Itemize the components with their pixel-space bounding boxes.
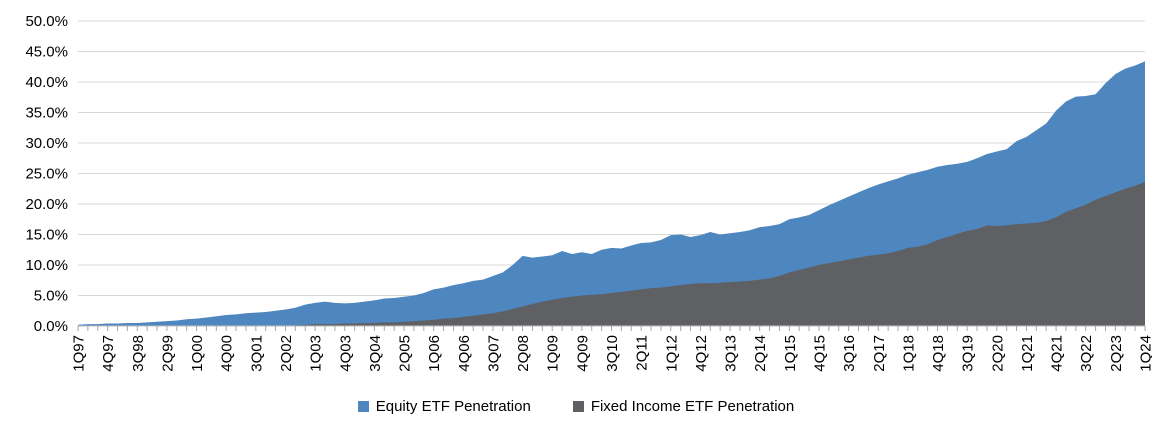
x-tick-label: 2Q05	[397, 335, 414, 372]
x-tick-label: 1Q15	[782, 335, 799, 372]
chart-canvas: 0.0% 5.0% 10.0% 15.0% 20.0% 25.0% 30.0% 35.0% 40…	[25, 13, 1152, 372]
y-tick-label: 50.0%	[25, 13, 68, 30]
legend-label-equity: Equity ETF Penetration	[375, 398, 531, 415]
x-tick-label: 2Q02	[278, 335, 295, 372]
fixed-income-series-swatch-icon	[572, 401, 584, 412]
x-tick-label: 2Q08	[515, 335, 532, 372]
x-tick-label: 3Q04	[367, 335, 384, 372]
x-tick-label: 4Q18	[930, 335, 947, 372]
x-tick-label: 3Q13	[723, 335, 740, 372]
x-tick-label: 3Q01	[248, 335, 265, 372]
y-tick-label: 30.0%	[25, 135, 68, 152]
x-tick-label: 3Q98	[130, 335, 147, 372]
plot-area: 0.0% 5.0% 10.0% 15.0% 20.0% 25.0% 30.0% 35.0% 40…	[25, 13, 1152, 372]
legend-item-fixed-income: Fixed Income ETF Penetration	[572, 398, 795, 415]
y-tick-label: 45.0%	[25, 44, 68, 61]
x-tick-label: 1Q09	[545, 335, 562, 372]
y-tick-label: 0.0%	[34, 318, 68, 335]
x-tick-label: 4Q06	[456, 335, 473, 372]
equity-series-swatch-icon	[357, 401, 369, 412]
x-tick-label: 1Q18	[900, 335, 917, 372]
x-tick-label: 3Q22	[1078, 335, 1095, 372]
x-tick-label: 4Q12	[693, 335, 710, 372]
x-tick-label: 4Q03	[337, 335, 354, 372]
x-tick-label: 3Q10	[604, 335, 621, 372]
fixed-income-area-series	[78, 182, 1145, 326]
x-tick-label: 2Q23	[1108, 335, 1125, 372]
x-tick-label: 2Q17	[871, 335, 888, 372]
x-tick-label: 1Q03	[308, 335, 325, 372]
y-tick-label: 10.0%	[25, 257, 68, 274]
x-tick-label: 2Q11	[634, 335, 651, 371]
x-tick-label: 3Q07	[485, 335, 502, 372]
y-tick-label: 40.0%	[25, 74, 68, 91]
x-tick-label: 4Q97	[100, 335, 117, 372]
legend-item-equity: Equity ETF Penetration	[357, 398, 531, 415]
y-tick-label: 35.0%	[25, 105, 68, 122]
x-tick-label: 3Q16	[841, 335, 858, 372]
y-tick-label: 25.0%	[25, 166, 68, 183]
x-tick-label: 4Q09	[574, 335, 591, 372]
x-tick-label: 2Q99	[159, 335, 176, 372]
x-tick-label: 4Q00	[219, 335, 236, 372]
y-tick-label: 15.0%	[25, 227, 68, 244]
x-tick-label: 1Q00	[189, 335, 206, 372]
x-tick-label: 2Q20	[989, 335, 1006, 372]
x-tick-label: 1Q21	[1019, 335, 1036, 372]
x-tick-label: 2Q14	[752, 335, 769, 372]
legend-label-fixed-income: Fixed Income ETF Penetration	[590, 398, 795, 415]
x-tick-label: 1Q24	[1138, 335, 1152, 372]
x-tick-label: 1Q12	[663, 335, 680, 372]
x-tick-label: 4Q15	[811, 335, 828, 372]
y-tick-label: 20.0%	[25, 196, 68, 213]
x-tick-label: 1Q97	[71, 335, 88, 372]
x-tick-label: 4Q21	[1049, 335, 1066, 372]
chart-legend: Equity ETF Penetration Fixed Income ETF …	[0, 399, 1152, 414]
x-tick-label: 1Q06	[426, 335, 443, 372]
y-tick-label: 5.0%	[34, 288, 68, 305]
x-tick-label: 3Q19	[960, 335, 977, 372]
